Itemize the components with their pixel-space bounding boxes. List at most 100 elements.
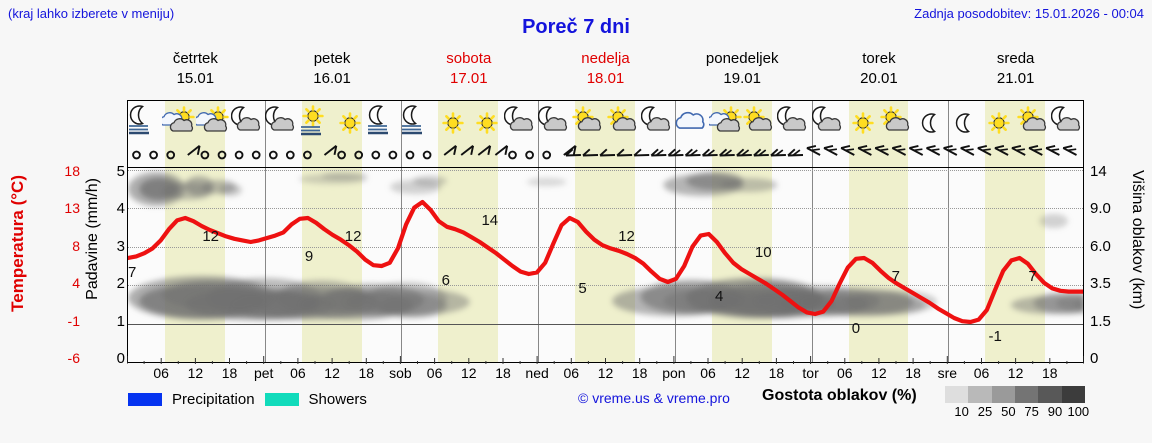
temperature-point-label: 7 — [891, 268, 900, 285]
moon-cloud-icon — [811, 101, 846, 145]
gridline-3 — [128, 285, 1083, 287]
day-separator-3 — [538, 168, 540, 362]
cloud-height-axis-title: Višina oblakov (km) — [1129, 170, 1146, 310]
wind-barb-strip — [127, 143, 1084, 167]
showers-swatch — [264, 392, 299, 406]
day-separator-6 — [948, 101, 950, 143]
cloud-density-tick-2: 50 — [1001, 404, 1016, 419]
page-title: Poreč 7 dni — [522, 16, 630, 38]
day-separator-1 — [264, 101, 266, 143]
day-name-6: sreda — [996, 50, 1035, 67]
day-name-2: sobota — [446, 50, 492, 67]
moon-cloud-icon — [230, 101, 265, 145]
gridline-1 — [128, 208, 1083, 210]
temperature-point-label: 12 — [344, 228, 362, 245]
temperature-tick-4: -1 — [67, 312, 80, 329]
day-date-5: 20.01 — [860, 70, 898, 87]
day-separator-2 — [401, 168, 403, 362]
temperature-tick-0: 18 — [64, 163, 80, 179]
x-tick-label-10: 18 — [495, 365, 511, 381]
temperature-point-label: 7 — [128, 264, 137, 281]
moon-cloud-icon — [503, 101, 538, 145]
x-tick-label-24: 06 — [973, 365, 990, 381]
x-tick-label-11: ned — [525, 365, 549, 381]
sun-icon — [846, 101, 880, 145]
temperature-point-label: 5 — [578, 280, 587, 297]
weather-graph: 7 12 9 12 6 14 5 12 4 10 0 7 -1 7 — [127, 167, 1084, 363]
cloud-height-tick-3: 3.5 — [1090, 275, 1111, 293]
cloud-height-axis-ticks: 14 9.0 6.0 3.5 1.5 0 — [1090, 163, 1130, 368]
cloud-sun-icon — [709, 101, 743, 145]
temperature-tick-1: 13 — [64, 200, 80, 217]
moon-cloud-icon — [538, 101, 572, 145]
moon-cloud-icon — [640, 101, 675, 145]
temperature-point-label: 7 — [1028, 268, 1037, 285]
cloud-density-tick-1: 25 — [977, 404, 993, 419]
temperature-point-label: 10 — [754, 244, 772, 261]
moon-rain-icon — [401, 101, 435, 145]
x-tick-label-20: 06 — [837, 365, 853, 381]
x-tick-label-9: 12 — [461, 365, 477, 381]
temperature-point-label: 9 — [304, 248, 314, 265]
precipitation-legend-label: Precipitation — [172, 390, 255, 408]
daytime-band-6 — [985, 168, 1046, 362]
day-separator-5 — [811, 168, 813, 362]
x-tick-label-19: tor — [802, 365, 819, 381]
moon-cloud-icon — [777, 101, 811, 145]
day-separator-5 — [811, 143, 813, 167]
cloud-density-tick-0: 10 — [954, 404, 969, 419]
x-tick-label-3: pet — [253, 365, 274, 381]
x-tick-label-14: 18 — [631, 365, 648, 381]
precipitation-legend: Precipitation Showers — [128, 388, 367, 410]
day-name-5: torek — [862, 50, 896, 67]
sun-cloud-icon — [606, 101, 641, 145]
day-date-1: 16.01 — [313, 70, 351, 87]
x-tick-label-7: sob — [389, 365, 412, 381]
x-tick-label-12: 06 — [563, 365, 580, 381]
x-axis-tick-labels: 06 12 18 pet 06 12 18 sob 06 12 18 ned 06 12 18 pon 06 12… — [127, 365, 1084, 385]
daytime-band-2 — [438, 168, 499, 362]
sun-cloud-icon — [572, 101, 606, 145]
x-tick-label-22: 18 — [905, 365, 921, 381]
daytime-band-1 — [301, 168, 362, 362]
gridline-4 — [128, 323, 1083, 325]
moon-rain-icon — [367, 101, 401, 145]
day-separator-2 — [401, 143, 403, 167]
day-header-row: četrtek 15.01 petek 16.01 sobota 17.01 nedelja… — [127, 50, 1084, 96]
precipitation-tick-4: 1 — [116, 312, 125, 330]
sun-icon — [436, 101, 470, 145]
day-separator-5 — [811, 101, 813, 143]
day-name-3: nedelja — [581, 50, 630, 67]
precipitation-tick-0: 5 — [116, 163, 125, 180]
day-date-3: 18.01 — [586, 70, 625, 87]
cloud-height-tick-4: 1.5 — [1090, 312, 1111, 330]
cloud-height-tick-0: 14 — [1090, 163, 1107, 180]
temperature-point-label: 12 — [202, 228, 220, 245]
day-separator-4 — [674, 101, 676, 143]
temperature-tick-3: 4 — [72, 275, 80, 292]
x-tick-label-15: pon — [662, 365, 686, 381]
cloud-density-step-4 — [1038, 386, 1062, 403]
moon-icon — [914, 101, 948, 145]
precipitation-tick-1: 4 — [116, 200, 125, 218]
x-tick-label-5: 12 — [324, 365, 340, 381]
cloud-density-tick-4: 90 — [1047, 404, 1063, 419]
x-tick-label-26: 18 — [1042, 365, 1058, 381]
moon-icon — [948, 101, 982, 145]
cloud-height-tick-5: 0 — [1090, 350, 1099, 367]
cloud-density-tick-3: 75 — [1024, 404, 1039, 419]
precipitation-axis-ticks: 5 4 3 2 1 0 — [105, 163, 125, 368]
daytime-band-5 — [848, 168, 909, 362]
day-date-4: 19.01 — [723, 70, 761, 87]
day-date-2: 17.01 — [450, 70, 488, 87]
cloud-height-tick-2: 6.0 — [1090, 237, 1111, 255]
x-tick-label-25: 12 — [1007, 365, 1024, 381]
x-tick-label-4: 06 — [290, 365, 306, 381]
precipitation-axis-title: Padavine (mm/h) — [84, 178, 101, 300]
sun-icon — [333, 101, 367, 145]
x-tick-label-23: sre — [937, 365, 958, 381]
day-separator-6 — [948, 143, 950, 167]
day-name-4: ponedeljek — [705, 50, 779, 67]
x-tick-label-17: 12 — [734, 365, 750, 381]
day-separator-2 — [401, 101, 403, 143]
